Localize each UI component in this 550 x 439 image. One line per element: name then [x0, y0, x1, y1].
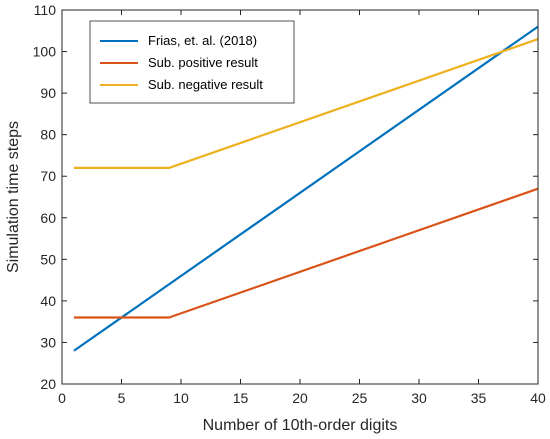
tick-layer: 0 5 10 15 20 25 30 35 40 20 30 40 50 60 70 80 90 100 110 — [33, 2, 546, 406]
series-line-1 — [73, 187, 539, 319]
y-tick-label: 20 — [40, 376, 56, 392]
legend-label-negative: Sub. negative result — [148, 77, 263, 92]
legend-label-positive: Sub. positive result — [148, 55, 258, 70]
x-tick-label: 15 — [233, 390, 249, 406]
y-tick-label: 90 — [40, 85, 56, 101]
y-tick-label: 80 — [40, 127, 56, 143]
x-tick-label: 10 — [173, 390, 189, 406]
y-tick-label: 40 — [40, 293, 56, 309]
y-tick-label: 70 — [40, 168, 56, 184]
x-tick-label: 5 — [118, 390, 126, 406]
x-tick-label: 40 — [530, 390, 546, 406]
x-tick-label: 25 — [352, 390, 368, 406]
series-layer — [73, 25, 539, 352]
x-tick-label: 30 — [411, 390, 427, 406]
legend-label-frias: Frias, et. al. (2018) — [148, 33, 257, 48]
x-axis-title: Number of 10th-order digits — [203, 417, 398, 434]
x-tick-label: 0 — [58, 390, 66, 406]
series-line-0 — [73, 25, 539, 352]
y-tick-label: 30 — [40, 334, 56, 350]
legend: Frias, et. al. (2018) Sub. positive resu… — [89, 20, 295, 104]
y-tick-label: 50 — [40, 251, 56, 267]
series-line-2 — [73, 38, 539, 170]
x-tick-label: 20 — [292, 390, 308, 406]
y-tick-label: 60 — [40, 210, 56, 226]
y-axis-title: Simulation time steps — [5, 121, 22, 273]
x-tick-label: 35 — [471, 390, 487, 406]
y-tick-label: 110 — [34, 2, 57, 18]
y-tick-label: 100 — [33, 44, 57, 60]
